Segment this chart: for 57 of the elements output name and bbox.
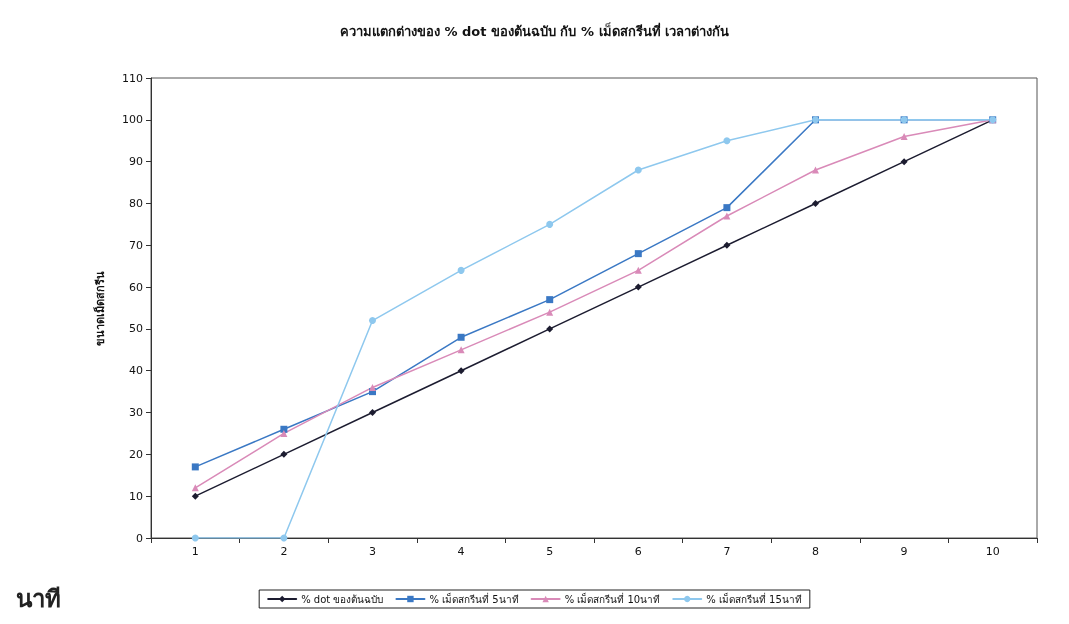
y-tick-label: 110	[122, 71, 143, 85]
y-tick-label: 90	[129, 155, 143, 169]
point	[191, 463, 199, 471]
point	[457, 266, 465, 274]
x-tick-label: 1	[191, 545, 199, 558]
point	[723, 241, 731, 249]
point	[546, 308, 554, 316]
point	[723, 212, 731, 220]
point	[191, 492, 199, 500]
point	[369, 317, 376, 325]
legend-label: % เม็ดสกรีนที่ 15นาที	[706, 591, 802, 605]
x-tick-label: 5	[546, 545, 554, 558]
x-tick-label: 8	[812, 545, 819, 558]
point	[280, 450, 288, 458]
point	[634, 166, 642, 174]
point	[900, 158, 908, 166]
x-axis-title: นาที	[16, 583, 61, 613]
x-tick-label: 2	[280, 545, 288, 558]
point	[546, 296, 554, 304]
x-tick-label: 7	[723, 545, 731, 558]
legend-label: % เม็ดสกรีนที่ 10นาที	[564, 591, 661, 605]
x-tick-label: 9	[900, 545, 908, 558]
point	[280, 425, 288, 433]
y-tick-label: 70	[129, 238, 143, 252]
point	[634, 283, 642, 291]
point	[546, 325, 554, 333]
y-tick-label: 20	[129, 447, 143, 461]
point	[723, 137, 731, 145]
x-tick-label: 10	[985, 545, 1000, 558]
point	[280, 429, 288, 437]
point	[369, 409, 376, 417]
y-tick-label: 40	[129, 364, 143, 378]
y-tick-label: 0	[136, 531, 143, 545]
x-tick-label: 6	[634, 545, 642, 558]
point	[457, 333, 465, 341]
point	[634, 266, 642, 274]
point	[812, 199, 819, 207]
y-tick-label: 100	[122, 113, 143, 127]
legend-label: % dot ของต้นฉบับ	[301, 593, 384, 605]
y-tick-label: 80	[129, 196, 143, 210]
point	[723, 204, 731, 212]
legend-label: % เม็ดสกรีนที่ 5นาที	[429, 591, 519, 605]
x-tick-label: 3	[369, 545, 376, 558]
y-tick-label: 30	[129, 406, 143, 420]
y-tick-label: 50	[129, 322, 143, 336]
point	[634, 250, 642, 258]
point	[546, 220, 554, 228]
point	[191, 534, 199, 542]
x-tick-label: 4	[457, 545, 465, 558]
y-axis-title: ขนาดเม็ดสกรีน	[93, 270, 107, 346]
point	[812, 166, 819, 174]
y-tick-label: 10	[129, 489, 143, 503]
point	[457, 367, 465, 375]
y-tick-label: 60	[129, 280, 143, 294]
point	[369, 383, 376, 391]
point	[900, 133, 908, 141]
chart-title: ความแตกต่างของ % dot ของต้นฉบับ กับ % เม็ดสกรีนที่ เวลาต่างกัน	[339, 22, 730, 39]
